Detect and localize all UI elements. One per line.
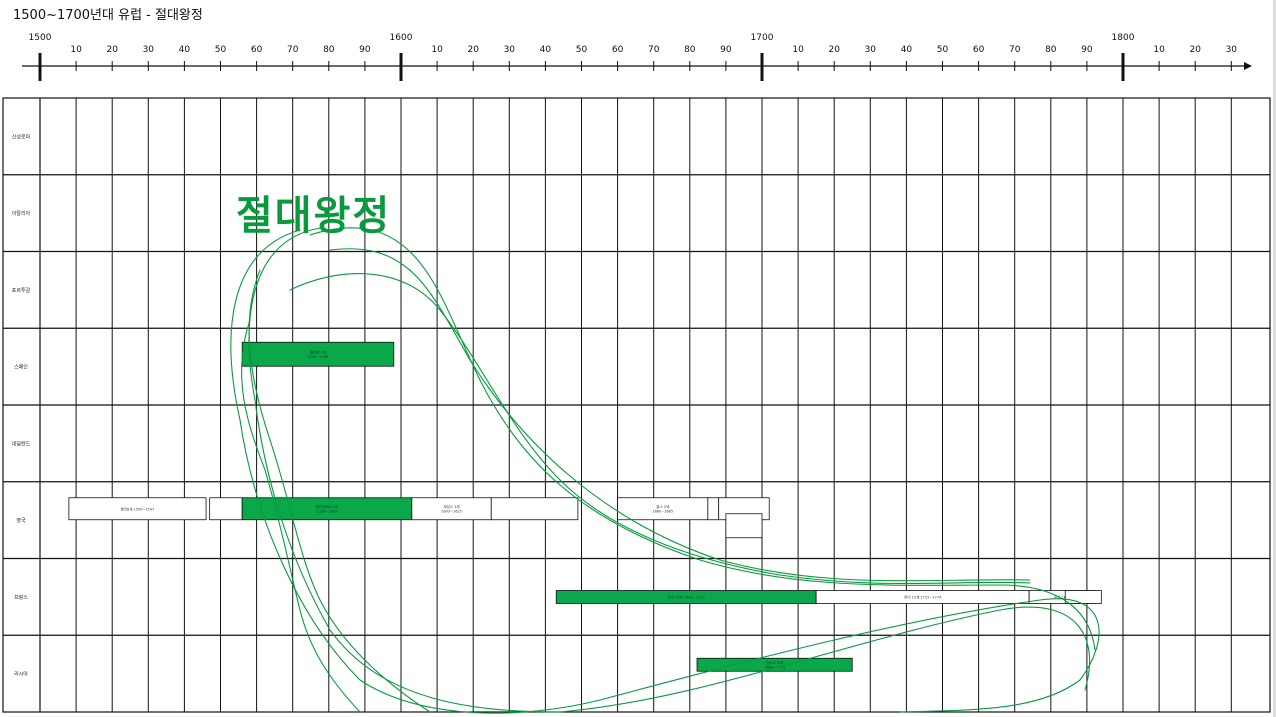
decade-label: 10 — [431, 45, 443, 55]
decade-label: 70 — [648, 45, 660, 55]
decade-label: 50 — [937, 45, 949, 55]
row-label: 영국 — [16, 517, 26, 524]
event-label: 펠리페 2세 — [310, 350, 326, 355]
event-bar[interactable] — [707, 497, 720, 521]
event-label: 표트르 대제 — [766, 660, 783, 665]
event-bar[interactable] — [241, 341, 395, 367]
row-label: 포르투갈 — [12, 287, 31, 294]
decade-label: 90 — [1081, 45, 1093, 55]
century-label: 1700 — [751, 33, 774, 43]
event-bar[interactable] — [490, 497, 579, 521]
row-label: 러시아 — [14, 671, 28, 678]
annotation-scribble — [289, 273, 1031, 585]
decade-label: 40 — [179, 45, 191, 55]
event-label: 제임스 1세 — [443, 504, 459, 509]
event-bar[interactable] — [68, 497, 207, 521]
row-label: 스페인 — [14, 364, 28, 371]
event-label: 루이 15세 1715~1774 — [904, 595, 942, 600]
century-label: 1600 — [390, 33, 413, 43]
event-label: 1682~1725 — [764, 666, 785, 670]
annotation-scribble — [248, 227, 1091, 713]
decade-label: 30 — [504, 45, 516, 55]
event-label: 엘리자베스 1세 — [316, 504, 339, 509]
handwritten-annotation: 절대왕정 — [236, 193, 392, 239]
decade-label: 10 — [1153, 45, 1165, 55]
decade-label: 20 — [1189, 45, 1201, 55]
row-label: 신성로마 — [12, 133, 31, 140]
event-bar[interactable] — [696, 657, 853, 672]
decade-label: 50 — [215, 45, 227, 55]
annotation-scribble — [329, 248, 1031, 582]
event-label: 찰스 2세 — [656, 504, 669, 509]
decade-label: 10 — [70, 45, 82, 55]
window-edge — [1273, 0, 1276, 717]
event-label: 루이 14세 1643~1715 — [668, 595, 705, 600]
century-label: 1500 — [29, 33, 52, 43]
page-title: 1500~1700년대 유럽 - 절대왕정 — [13, 8, 203, 23]
event-label: 헨리8세 1509~1547 — [121, 506, 155, 511]
event-bar[interactable] — [725, 513, 763, 539]
decade-label: 10 — [792, 45, 804, 55]
decade-label: 30 — [865, 45, 877, 55]
decade-label: 30 — [1226, 45, 1238, 55]
decade-label: 60 — [251, 45, 263, 55]
decade-label: 70 — [1009, 45, 1021, 55]
row-label: 네덜란드 — [12, 440, 31, 447]
century-label: 1800 — [1112, 33, 1135, 43]
row-label: 프랑스 — [14, 594, 28, 601]
decade-label: 20 — [106, 45, 118, 55]
decade-label: 80 — [1045, 45, 1057, 55]
decade-label: 80 — [323, 45, 335, 55]
event-bar[interactable] — [209, 497, 243, 521]
annotation-scribble — [241, 319, 361, 713]
event-label: 1556~1598 — [308, 355, 329, 359]
decade-label: 20 — [828, 45, 840, 55]
annotation-scribble — [248, 269, 431, 713]
decade-label: 50 — [576, 45, 588, 55]
event-label: 루이 16세 — [1054, 595, 1069, 600]
decade-label: 90 — [359, 45, 371, 55]
decade-label: 80 — [684, 45, 696, 55]
axis-arrow-icon — [1244, 62, 1252, 70]
event-label: 1603~1625 — [441, 510, 462, 514]
decade-label: 30 — [143, 45, 155, 55]
row-label: 이탈리아 — [12, 210, 31, 217]
event-bar[interactable] — [1064, 590, 1102, 604]
decade-label: 60 — [612, 45, 624, 55]
decade-label: 60 — [973, 45, 985, 55]
decade-label: 20 — [467, 45, 479, 55]
decade-label: 90 — [720, 45, 732, 55]
annotation-scribble — [309, 227, 1096, 651]
decade-label: 40 — [540, 45, 552, 55]
decade-label: 40 — [901, 45, 913, 55]
event-label: 1660~1685 — [652, 510, 673, 514]
decade-label: 70 — [287, 45, 299, 55]
event-label: 1558~1603 — [317, 510, 338, 514]
annotation-scribble — [230, 229, 1100, 714]
